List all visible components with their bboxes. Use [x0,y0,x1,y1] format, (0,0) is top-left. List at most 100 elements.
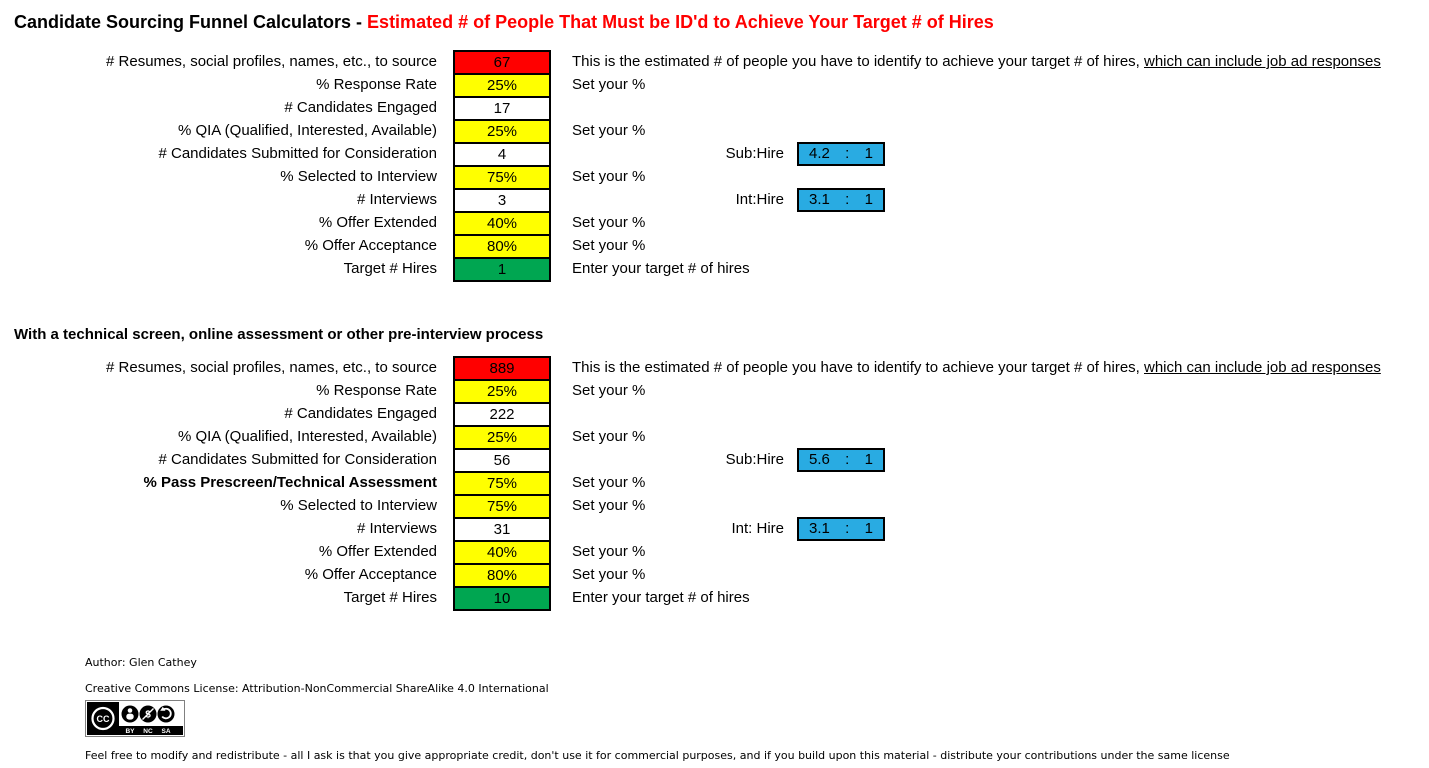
row-label: % Response Rate [316,382,437,399]
ratio-separator: : [845,191,850,208]
value-cell: 889 [453,356,551,379]
ratio-numerator: 3.1 [809,520,830,537]
ratio-numerator: 5.6 [809,451,830,468]
row-note: Set your % [572,474,646,491]
row-label: # Candidates Engaged [284,405,437,422]
ratio-cell: 3.1:1 [797,187,885,212]
ratio-numerator: 3.1 [809,191,830,208]
row-label: % QIA (Qualified, Interested, Available) [177,122,437,139]
value-cell: 31 [453,517,551,540]
author-line: Author: Glen Cathey [85,656,197,669]
ratio-group: Sub:Hire 4.2:1 [551,141,1429,166]
nc-icon: $ [139,705,157,723]
funnel-technical-screen: # Resumes, social profiles, names, etc.,… [0,356,1429,611]
ratio-denominator: 1 [864,145,873,162]
value-cell[interactable]: 75% [453,471,551,494]
value-cell[interactable]: 40% [453,211,551,234]
nc-label: NC [143,728,153,735]
license-line: Creative Commons License: Attribution-No… [85,682,549,695]
value-cell[interactable]: 25% [453,119,551,142]
row-note-underlined: which can include job ad responses [1144,53,1381,70]
row-label: # Candidates Engaged [284,99,437,116]
row-label: # Resumes, social profiles, names, etc.,… [106,53,437,70]
row-label: % Offer Acceptance [304,566,437,583]
sa-label: SA [161,728,170,735]
row-note: Set your % [572,543,646,560]
row-label: % Response Rate [316,76,437,93]
ratio-denominator: 1 [864,191,873,208]
row-label: Target # Hires [343,260,437,277]
value-cell[interactable]: 75% [453,494,551,517]
value-cell[interactable]: 1 [453,257,551,282]
page-title: Candidate Sourcing Funnel Calculators - … [0,12,1429,33]
cc-license-badge: CC $ BY NC [85,700,1429,740]
value-cell[interactable]: 25% [453,379,551,402]
value-cell[interactable]: 25% [453,73,551,96]
row-note: Set your % [572,76,646,93]
value-cell: 3 [453,188,551,211]
funnel-basic: # Resumes, social profiles, names, etc.,… [0,50,1429,282]
sa-icon [157,705,175,723]
row-note: This is the estimated # of people you ha… [551,53,1429,70]
row-note: This is the estimated # of people you ha… [551,359,1429,376]
row-label: % Pass Prescreen/Technical Assessment [143,474,438,491]
value-cell: 67 [453,50,551,73]
row-label: Target # Hires [343,589,437,606]
ratio-group: Int: Hire 3.1:1 [551,516,1429,541]
row-note: Set your % [572,122,646,139]
ratio-separator: : [845,145,850,162]
redistribute-line: Feel free to modify and redistribute - a… [85,749,1230,762]
row-note-underlined: which can include job ad responses [1144,359,1381,376]
ratio-cell: 3.1:1 [797,516,885,541]
page-title-highlight: Estimated # of People That Must be ID'd … [367,12,994,32]
row-label: # Interviews [356,520,437,537]
value-cell[interactable]: 80% [453,234,551,257]
ratio-label: Int: Hire [731,520,784,537]
ratio-numerator: 4.2 [809,145,830,162]
ratio-label: Sub:Hire [725,145,784,162]
row-note-text: This is the estimated # of people you ha… [572,53,1144,70]
cc-icon: CC [87,702,119,735]
ratio-group: Sub:Hire 5.6:1 [551,447,1429,472]
row-note: Enter your target # of hires [572,260,750,277]
row-label: % Selected to Interview [280,497,437,514]
row-note: Set your % [572,214,646,231]
value-cell: 222 [453,402,551,425]
svg-text:$: $ [145,710,151,721]
row-note: Set your % [572,428,646,445]
ratio-separator: : [845,451,850,468]
row-label: # Candidates Submitted for Consideration [158,145,438,162]
row-note: Enter your target # of hires [572,589,750,606]
value-cell[interactable]: 80% [453,563,551,586]
value-cell[interactable]: 75% [453,165,551,188]
row-note: Set your % [572,168,646,185]
row-label: % Offer Extended [318,214,437,231]
ratio-cell: 4.2:1 [797,141,885,166]
row-note-text: This is the estimated # of people you ha… [572,359,1144,376]
ratio-separator: : [845,520,850,537]
value-cell: 4 [453,142,551,165]
ratio-cell: 5.6:1 [797,447,885,472]
row-label: % Selected to Interview [280,168,437,185]
value-cell: 17 [453,96,551,119]
by-label: BY [125,728,135,735]
ratio-denominator: 1 [864,520,873,537]
row-label: % Offer Acceptance [304,237,437,254]
section-header-technical-screen: With a technical screen, online assessme… [14,326,544,343]
row-note: Set your % [572,237,646,254]
svg-text:CC: CC [97,714,110,724]
ratio-denominator: 1 [864,451,873,468]
footer: Author: Glen Cathey Creative Commons Lic… [0,656,1429,762]
row-note: Set your % [572,497,646,514]
ratio-group: Int:Hire 3.1:1 [551,187,1429,212]
value-cell[interactable]: 10 [453,586,551,611]
value-cell[interactable]: 40% [453,540,551,563]
row-label: # Candidates Submitted for Consideration [158,451,438,468]
ratio-label: Int:Hire [735,191,784,208]
row-label: % Offer Extended [318,543,437,560]
row-label: # Resumes, social profiles, names, etc.,… [106,359,437,376]
row-label: % QIA (Qualified, Interested, Available) [177,428,437,445]
value-cell[interactable]: 25% [453,425,551,448]
row-label: # Interviews [356,191,437,208]
